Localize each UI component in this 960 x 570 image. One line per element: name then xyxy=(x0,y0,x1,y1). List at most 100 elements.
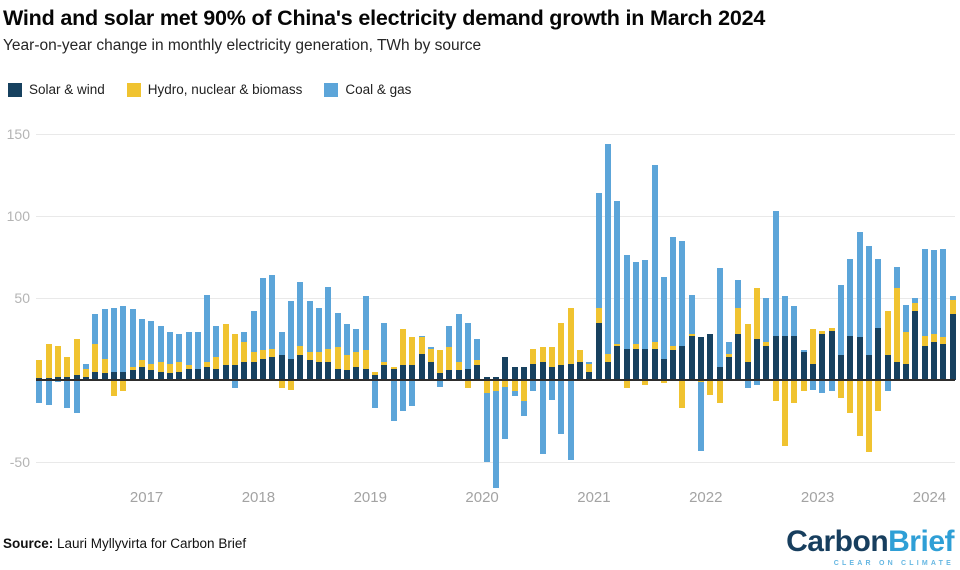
bar-segment[interactable] xyxy=(604,361,611,380)
bar-segment[interactable] xyxy=(716,268,723,367)
bar-segment[interactable] xyxy=(371,380,378,408)
bar-segment[interactable] xyxy=(260,350,267,359)
bar-segment[interactable] xyxy=(343,324,350,356)
bar-segment[interactable] xyxy=(642,380,649,385)
bar-segment[interactable] xyxy=(493,380,500,392)
bar-segment[interactable] xyxy=(222,365,229,380)
bar-segment[interactable] xyxy=(204,366,211,380)
bar-segment[interactable] xyxy=(418,337,425,354)
bar-segment[interactable] xyxy=(530,380,537,392)
bar-segment[interactable] xyxy=(437,380,444,387)
bar-segment[interactable] xyxy=(455,370,462,380)
bar-segment[interactable] xyxy=(931,334,938,343)
bar-segment[interactable] xyxy=(148,363,155,371)
bar-segment[interactable] xyxy=(390,366,397,369)
bar-segment[interactable] xyxy=(409,337,416,366)
bar-segment[interactable] xyxy=(921,335,928,346)
bar-segment[interactable] xyxy=(465,368,472,380)
bar-segment[interactable] xyxy=(847,335,854,380)
bar-segment[interactable] xyxy=(36,380,43,403)
bar-segment[interactable] xyxy=(502,357,509,380)
bar-segment[interactable] xyxy=(83,376,89,380)
bar-segment[interactable] xyxy=(92,314,99,344)
bar-segment[interactable] xyxy=(511,380,518,392)
bar-segment[interactable] xyxy=(782,335,788,380)
bar-segment[interactable] xyxy=(744,380,751,389)
bar-segment[interactable] xyxy=(483,380,490,394)
bar-segment[interactable] xyxy=(819,380,826,394)
bar-segment[interactable] xyxy=(194,368,201,380)
bar-segment[interactable] xyxy=(530,363,537,380)
bar-segment[interactable] xyxy=(437,373,444,380)
bar-segment[interactable] xyxy=(595,322,602,380)
bar-segment[interactable] xyxy=(660,276,667,359)
bar-segment[interactable] xyxy=(483,393,490,462)
bar-segment[interactable] xyxy=(427,361,434,380)
bar-segment[interactable] xyxy=(222,324,229,366)
bar-segment[interactable] xyxy=(576,361,583,380)
bar-segment[interactable] xyxy=(819,330,826,335)
bar-segment[interactable] xyxy=(716,366,723,380)
bar-segment[interactable] xyxy=(110,371,117,380)
bar-segment[interactable] xyxy=(446,347,453,371)
bar-segment[interactable] xyxy=(800,380,807,392)
bar-segment[interactable] xyxy=(120,306,127,372)
bar-segment[interactable] xyxy=(511,366,518,380)
bar-segment[interactable] xyxy=(306,352,313,361)
bar-segment[interactable] xyxy=(157,325,164,362)
bar-segment[interactable] xyxy=(213,368,220,380)
bar-segment[interactable] xyxy=(409,365,416,380)
bar-segment[interactable] xyxy=(241,332,248,343)
bar-segment[interactable] xyxy=(623,348,630,380)
bar-segment[interactable] xyxy=(502,386,509,440)
bar-segment[interactable] xyxy=(110,380,117,397)
bar-segment[interactable] xyxy=(800,350,807,353)
bar-segment[interactable] xyxy=(101,373,108,380)
bar-segment[interactable] xyxy=(754,380,761,385)
bar-segment[interactable] xyxy=(856,232,863,338)
bar-segment[interactable] xyxy=(269,275,276,349)
bar-segment[interactable] xyxy=(55,345,62,377)
bar-segment[interactable] xyxy=(55,376,62,380)
bar-segment[interactable] xyxy=(809,380,816,390)
bar-segment[interactable] xyxy=(316,361,322,380)
bar-segment[interactable] xyxy=(120,371,127,380)
bar-segment[interactable] xyxy=(809,363,816,380)
bar-segment[interactable] xyxy=(828,327,835,331)
bar-segment[interactable] xyxy=(763,342,770,346)
bar-segment[interactable] xyxy=(875,258,882,328)
bar-segment[interactable] xyxy=(670,345,677,351)
bar-segment[interactable] xyxy=(521,401,528,417)
bar-segment[interactable] xyxy=(399,380,406,412)
bar-segment[interactable] xyxy=(782,296,788,336)
bar-segment[interactable] xyxy=(399,365,406,380)
bar-segment[interactable] xyxy=(604,143,611,354)
bar-segment[interactable] xyxy=(726,353,733,358)
bar-segment[interactable] xyxy=(586,363,593,372)
bar-segment[interactable] xyxy=(157,361,164,372)
bar-segment[interactable] xyxy=(837,380,844,399)
bar-segment[interactable] xyxy=(651,348,658,380)
bar-segment[interactable] xyxy=(483,376,490,380)
bar-segment[interactable] xyxy=(465,380,472,389)
bar-segment[interactable] xyxy=(362,350,369,369)
bar-segment[interactable] xyxy=(371,375,378,380)
bar-segment[interactable] xyxy=(176,361,183,372)
bar-segment[interactable] xyxy=(185,332,192,366)
bar-segment[interactable] xyxy=(427,348,434,362)
bar-segment[interactable] xyxy=(325,361,332,380)
bar-segment[interactable] xyxy=(157,371,164,380)
bar-segment[interactable] xyxy=(474,360,481,366)
bar-segment[interactable] xyxy=(446,370,453,380)
bar-segment[interactable] xyxy=(660,358,667,380)
bar-segment[interactable] xyxy=(101,309,108,359)
bar-segment[interactable] xyxy=(679,345,686,380)
bar-segment[interactable] xyxy=(949,314,956,380)
bar-segment[interactable] xyxy=(679,380,686,408)
bar-segment[interactable] xyxy=(539,380,546,454)
bar-segment[interactable] xyxy=(297,355,304,380)
bar-segment[interactable] xyxy=(371,371,378,376)
bar-segment[interactable] xyxy=(688,335,695,380)
bar-segment[interactable] xyxy=(698,381,705,451)
bar-segment[interactable] xyxy=(949,299,956,315)
